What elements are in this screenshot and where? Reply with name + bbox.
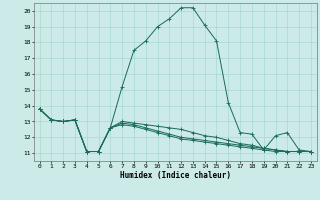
X-axis label: Humidex (Indice chaleur): Humidex (Indice chaleur) xyxy=(120,171,231,180)
